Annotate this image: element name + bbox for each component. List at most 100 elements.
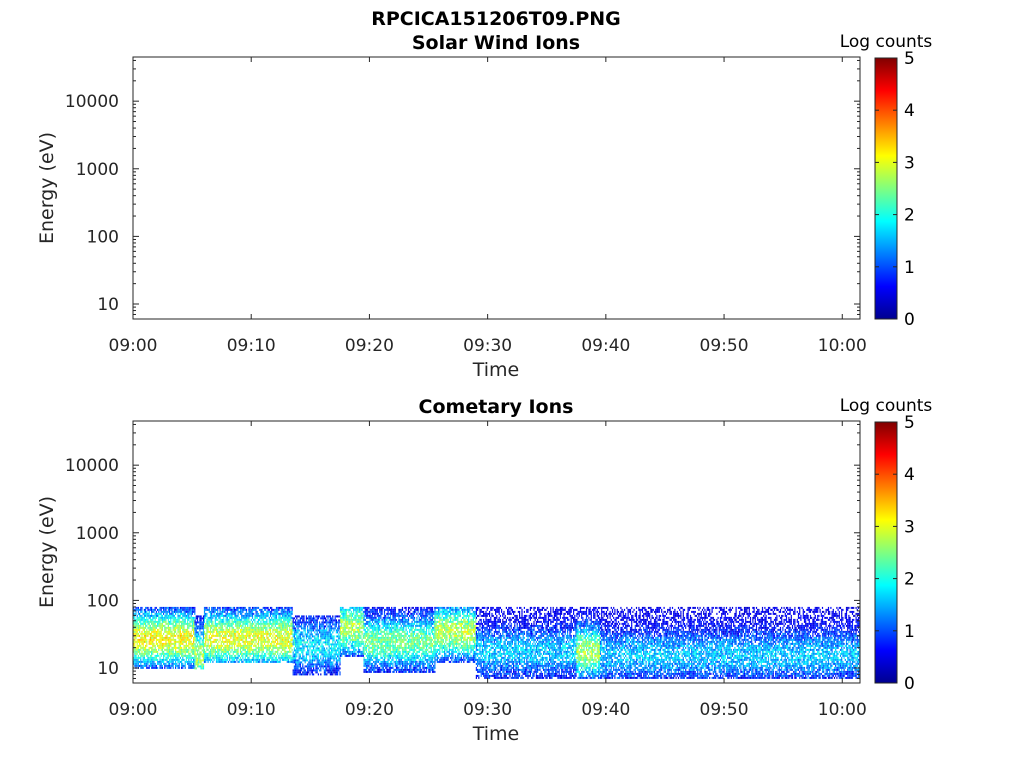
heatmap-cell [230, 646, 232, 649]
heatmap-cell [345, 644, 348, 647]
heatmap-cell [285, 650, 287, 653]
heatmap-cell [194, 645, 196, 648]
heatmap-cell [139, 664, 141, 667]
heatmap-cell [209, 616, 212, 619]
heatmap-cell [286, 622, 288, 625]
heatmap-cell [315, 643, 317, 646]
heatmap-cell [269, 632, 272, 635]
heatmap-cell [184, 630, 186, 633]
heatmap-cell [386, 670, 388, 673]
heatmap-cell [181, 666, 183, 669]
heatmap-cell [339, 652, 342, 655]
heatmap-cell [262, 622, 264, 625]
heatmap-cell [181, 640, 183, 643]
heatmap-cell [304, 625, 306, 628]
heatmap-cell [166, 616, 168, 619]
heatmap-cell [347, 608, 349, 611]
heatmap-cell [310, 641, 312, 644]
heatmap-cell [297, 647, 299, 650]
heatmap-cell [301, 667, 303, 670]
heatmap-cell [299, 673, 301, 676]
heatmap-cell [142, 664, 144, 667]
heatmap-cell [159, 618, 161, 621]
heatmap-cell [376, 638, 378, 641]
heatmap-cell [291, 628, 293, 631]
heatmap-cell [375, 652, 377, 655]
heatmap-cell [233, 658, 236, 661]
heatmap-cell [367, 608, 369, 611]
heatmap-cell [380, 664, 382, 667]
heatmap-cell [244, 642, 246, 645]
heatmap-cell [206, 606, 208, 609]
heatmap-cell [136, 646, 138, 649]
heatmap-cell [141, 654, 143, 657]
heatmap-cell [334, 657, 336, 660]
heatmap-cell [367, 628, 369, 631]
heatmap-cell [257, 640, 260, 643]
heatmap-cell [292, 661, 294, 664]
heatmap-cell [227, 652, 230, 655]
heatmap-cell [165, 642, 167, 645]
heatmap-cell [247, 616, 249, 619]
heatmap-cell [188, 624, 190, 627]
heatmap-cell [153, 608, 155, 611]
heatmap-cell [154, 624, 156, 627]
heatmap-cell [256, 612, 258, 615]
heatmap-cell [179, 660, 181, 663]
heatmap-cell [335, 651, 337, 654]
heatmap-cell [167, 616, 169, 619]
heatmap-cell [328, 621, 330, 624]
heatmap-cell [290, 622, 292, 625]
heatmap-cell [188, 610, 190, 613]
heatmap-cell [368, 622, 370, 625]
heatmap-cell [357, 618, 360, 621]
heatmap-cell [214, 606, 216, 609]
heatmap-cell [155, 664, 157, 667]
heatmap-cell [165, 634, 167, 637]
heatmap-cell [333, 627, 335, 630]
heatmap-cell [232, 628, 234, 631]
heatmap-cell [189, 612, 191, 615]
heatmap-cell [319, 651, 321, 654]
heatmap-cell [205, 608, 207, 611]
heatmap-cell [257, 652, 260, 655]
heatmap-cell [286, 618, 288, 621]
heatmap-cell [164, 616, 166, 619]
heatmap-cell [326, 665, 328, 668]
heatmap-cell [223, 608, 225, 611]
heatmap-cell [380, 636, 382, 639]
heatmap-cell [242, 660, 244, 663]
heatmap-cell [277, 632, 279, 635]
heatmap-cell [221, 648, 224, 651]
heatmap-cell [154, 620, 156, 623]
heatmap-cell [313, 645, 315, 648]
heatmap-cell [267, 648, 269, 651]
heatmap-cell [205, 616, 207, 619]
heatmap-cell [244, 616, 246, 619]
heatmap-cell [201, 617, 203, 620]
heatmap-cell [163, 616, 165, 619]
heatmap-cell [263, 640, 266, 643]
heatmap-cell [275, 626, 278, 629]
heatmap-cell [265, 612, 267, 615]
heatmap-cell [165, 626, 167, 629]
heatmap-cell [361, 640, 363, 643]
heatmap-cell [309, 665, 311, 668]
heatmap-cell [238, 626, 240, 629]
heatmap-cell [140, 638, 142, 641]
heatmap-cell [171, 642, 173, 645]
heatmap-cell [159, 640, 161, 643]
heatmap-cell [277, 608, 279, 611]
heatmap-cell [231, 630, 233, 633]
heatmap-cell [277, 642, 279, 645]
heatmap-cell [289, 624, 291, 627]
heatmap-cell [354, 618, 356, 621]
heatmap-cell [365, 638, 368, 641]
heatmap-cell [313, 625, 315, 628]
heatmap-cell [237, 652, 239, 655]
heatmap-cell [152, 646, 154, 649]
heatmap-cell [188, 632, 190, 635]
heatmap-cell [213, 608, 215, 611]
heatmap-cell [359, 654, 361, 657]
heatmap-cell [165, 622, 167, 625]
